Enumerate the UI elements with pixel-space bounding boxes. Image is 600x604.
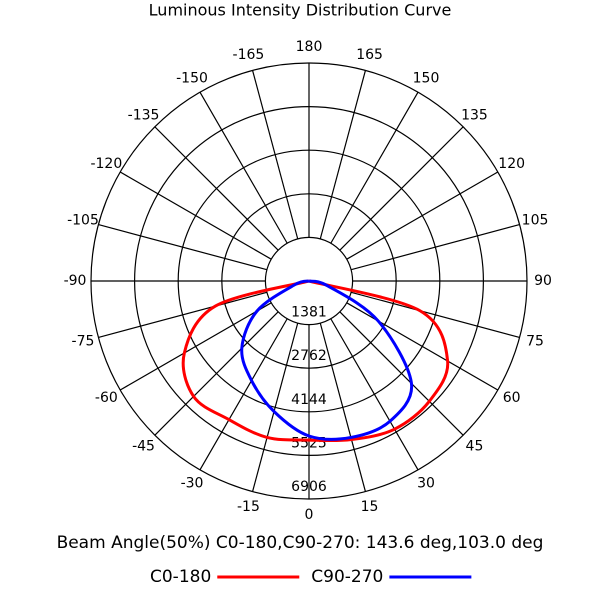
angle-tick-label: 75 xyxy=(526,334,544,350)
grid-ring xyxy=(264,236,354,326)
annotation: Beam Angle(50%) C0-180,C90-270: 143.6 de… xyxy=(57,533,544,553)
grid-ring xyxy=(177,149,441,413)
series-line xyxy=(240,279,414,441)
angle-tick-label: -15 xyxy=(237,499,260,515)
radial-tick-label: 1381 xyxy=(291,305,327,321)
angle-tick-label: -135 xyxy=(128,108,160,124)
angle-tick-label: -105 xyxy=(67,212,99,228)
angle-tick-label: -150 xyxy=(176,70,208,86)
radial-tick-label: 2762 xyxy=(291,348,327,364)
angle-tick-label: 30 xyxy=(417,476,435,492)
grid-ring xyxy=(90,62,528,500)
angle-tick-label: 15 xyxy=(361,499,379,515)
angle-tick-label: -90 xyxy=(64,273,87,289)
angle-tick-label: -60 xyxy=(95,390,118,406)
radial-tick-label: 6906 xyxy=(291,479,327,495)
angle-tick-label: 150 xyxy=(413,70,440,86)
angle-tick-label: 165 xyxy=(356,47,383,63)
grid-ring xyxy=(221,193,397,369)
legend-label: C0-180 xyxy=(150,567,211,587)
angle-tick-label: 180 xyxy=(296,39,323,55)
angle-tick-label: 60 xyxy=(503,390,521,406)
angle-tick-label: 105 xyxy=(522,212,549,228)
angle-tick-label: -75 xyxy=(72,334,95,350)
chart-title: Luminous Intensity Distribution Curve xyxy=(149,1,452,20)
angle-tick-label: 120 xyxy=(498,156,525,172)
angle-tick-label: -45 xyxy=(132,438,155,454)
angle-tick-label: 45 xyxy=(466,438,484,454)
grid-ring xyxy=(133,105,485,457)
angle-tick-label: -120 xyxy=(90,156,122,172)
angle-tick-label: 0 xyxy=(305,507,314,523)
series-line xyxy=(181,279,450,443)
angle-tick-label: -165 xyxy=(233,47,265,63)
angle-tick-label: 90 xyxy=(534,273,552,289)
angle-tick-label: -30 xyxy=(181,476,204,492)
angle-tick-label: 135 xyxy=(461,108,488,124)
legend-label: C90-270 xyxy=(311,567,383,587)
radial-tick-label: 4144 xyxy=(291,392,327,408)
